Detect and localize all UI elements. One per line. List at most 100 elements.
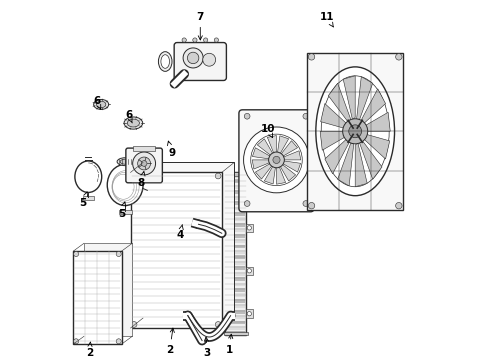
Polygon shape [357, 77, 373, 119]
Circle shape [269, 152, 284, 168]
Ellipse shape [120, 159, 130, 164]
Polygon shape [276, 165, 286, 184]
Circle shape [74, 252, 78, 256]
Bar [226, 228, 245, 232]
Circle shape [215, 173, 221, 179]
Polygon shape [328, 83, 351, 123]
Polygon shape [268, 136, 276, 154]
Bar [226, 304, 245, 308]
Circle shape [74, 339, 78, 344]
Ellipse shape [161, 55, 170, 68]
Bar [226, 256, 245, 259]
Circle shape [308, 54, 315, 60]
Bar [246, 266, 252, 275]
Polygon shape [363, 112, 390, 131]
Bar [143, 162, 234, 318]
Circle shape [116, 252, 121, 256]
Circle shape [182, 38, 186, 42]
Bar [226, 250, 245, 254]
Circle shape [247, 226, 251, 230]
Polygon shape [320, 131, 348, 150]
Ellipse shape [94, 99, 109, 109]
Polygon shape [338, 143, 354, 186]
Bar [226, 239, 245, 243]
Bar [226, 190, 245, 194]
Polygon shape [282, 151, 301, 160]
Polygon shape [355, 143, 367, 187]
Bar [307, 53, 403, 210]
Ellipse shape [316, 67, 394, 196]
Bar [224, 172, 247, 176]
Polygon shape [264, 166, 276, 184]
Bar [246, 181, 252, 189]
Polygon shape [325, 138, 350, 174]
Circle shape [303, 113, 309, 119]
Polygon shape [252, 160, 271, 169]
Bar [226, 234, 245, 238]
Bar [130, 172, 222, 328]
Polygon shape [363, 134, 390, 159]
Ellipse shape [321, 76, 389, 187]
Bar [226, 272, 245, 275]
Bar [226, 223, 245, 227]
Bar [226, 201, 245, 205]
Text: 6: 6 [93, 96, 101, 109]
Text: 2: 2 [86, 342, 93, 358]
Bar [74, 251, 122, 344]
Bar [225, 172, 246, 335]
FancyBboxPatch shape [174, 42, 226, 81]
Bar [226, 310, 245, 314]
Circle shape [247, 183, 251, 187]
Circle shape [193, 38, 197, 42]
Text: 5: 5 [80, 192, 88, 208]
Polygon shape [320, 104, 347, 129]
Circle shape [131, 321, 137, 327]
Circle shape [116, 339, 121, 344]
Bar [226, 315, 245, 319]
Polygon shape [360, 89, 386, 124]
Circle shape [273, 156, 280, 163]
Text: 10: 10 [261, 125, 275, 138]
Bar [83, 196, 94, 200]
Circle shape [131, 173, 137, 179]
Ellipse shape [158, 52, 172, 71]
Bar [226, 244, 245, 248]
Circle shape [138, 157, 150, 170]
Text: 9: 9 [168, 141, 175, 158]
Circle shape [214, 38, 219, 42]
FancyBboxPatch shape [239, 110, 314, 212]
Bar [226, 283, 245, 286]
Polygon shape [360, 139, 382, 179]
Text: 5: 5 [118, 202, 126, 219]
Circle shape [247, 312, 251, 316]
Circle shape [349, 125, 362, 138]
Polygon shape [257, 139, 273, 156]
Bar [246, 224, 252, 232]
Circle shape [215, 321, 221, 327]
Bar [226, 299, 245, 303]
Polygon shape [255, 163, 273, 179]
Bar [226, 293, 245, 297]
Bar [224, 332, 247, 335]
Text: 8: 8 [138, 172, 145, 188]
Ellipse shape [107, 165, 143, 206]
Circle shape [251, 134, 302, 186]
Bar [226, 288, 245, 292]
Polygon shape [277, 136, 289, 154]
Text: 7: 7 [196, 12, 204, 40]
Circle shape [343, 119, 368, 144]
Polygon shape [280, 163, 295, 181]
Ellipse shape [124, 117, 143, 129]
Text: 6: 6 [125, 110, 132, 123]
Bar [226, 332, 245, 335]
Bar [226, 212, 245, 216]
Polygon shape [252, 148, 271, 159]
Circle shape [308, 202, 315, 209]
Bar [246, 310, 252, 318]
Text: 1: 1 [225, 334, 233, 355]
Text: 11: 11 [319, 12, 334, 27]
Circle shape [133, 152, 155, 175]
Circle shape [187, 52, 199, 64]
Bar [226, 207, 245, 210]
Circle shape [141, 161, 147, 166]
